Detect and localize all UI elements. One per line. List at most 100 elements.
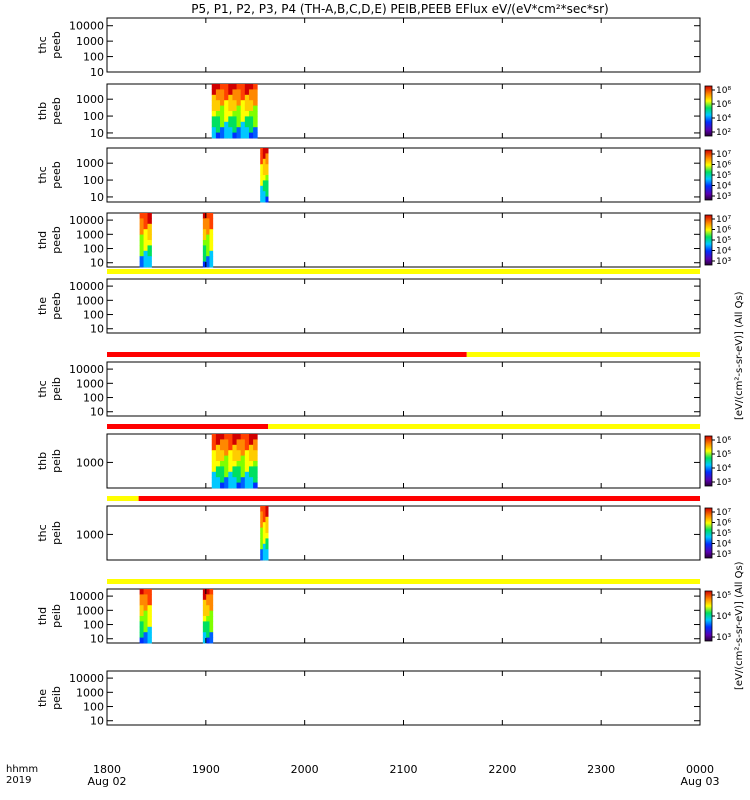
- spectrogram-cell: [244, 111, 250, 117]
- spectrogram-cell: [206, 610, 210, 617]
- spectrogram-cell: [265, 169, 269, 176]
- colorbar-tick-label: 10³: [716, 257, 731, 267]
- spectrogram-cell: [236, 444, 242, 451]
- x-tick-label: 1800: [93, 763, 121, 776]
- spectrogram-cell: [262, 549, 266, 555]
- spectrogram-cell: [224, 477, 229, 483]
- time-axis-label-line1: hhmm: [6, 764, 38, 775]
- spectrogram-cell: [240, 100, 246, 106]
- spectrogram-cell: [262, 158, 266, 165]
- spectrogram-cell: [228, 111, 233, 117]
- spectrogram-cell: [232, 100, 237, 106]
- colorbar-tick-label: 10⁶: [716, 226, 731, 236]
- spectrogram-cell: [220, 84, 225, 90]
- spectrogram-cell: [202, 594, 207, 601]
- spectrogram-cell: [228, 94, 233, 101]
- spectrogram-cell: [240, 471, 246, 478]
- spectrogram-cell: [232, 477, 237, 483]
- spectrogram-cell: [236, 482, 242, 489]
- colorbar-gradient: [704, 214, 713, 266]
- spectrogram-cell: [228, 455, 233, 462]
- spectrogram-cell: [215, 94, 221, 101]
- spectrogram-cell: [232, 132, 237, 139]
- mode-bar-segment: [107, 579, 700, 584]
- spectrogram-cell: [206, 599, 210, 606]
- spectrogram-cell: [209, 213, 214, 219]
- spectrogram-cell: [265, 164, 269, 170]
- spectrogram-cell: [206, 250, 210, 257]
- spectrogram-cell: [262, 196, 266, 203]
- y-tick-label: 10000: [69, 280, 104, 293]
- spectrogram-cell: [224, 89, 229, 96]
- spectrogram-cell: [240, 477, 246, 483]
- spectrogram-cell: [215, 111, 221, 117]
- spectrogram-cell: [206, 256, 210, 262]
- spectrogram-cell: [260, 511, 264, 518]
- spectrogram-cell: [211, 455, 217, 462]
- spectrogram-cell: [232, 482, 237, 489]
- spectrogram-cell: [265, 533, 269, 539]
- spectrogram-cell: [147, 616, 152, 622]
- spectrogram-cell: [139, 223, 144, 230]
- colorbar-label-upper: [eV/(cm²-s-sr-eV)] (All Qs): [734, 291, 745, 420]
- spectrogram-cell: [228, 471, 233, 478]
- spectrogram-cell: [253, 466, 258, 473]
- spectrogram-cell: [260, 148, 264, 154]
- spectrogram-cell: [265, 158, 269, 165]
- spectrogram-cell: [224, 482, 229, 489]
- panel-frame: [106, 147, 701, 203]
- spectrogram-cell: [206, 637, 210, 644]
- spectrogram-cell: [202, 589, 207, 595]
- spectrogram-cell: [209, 218, 214, 225]
- spectrogram-cell: [228, 84, 233, 90]
- spectrogram-cell: [143, 213, 148, 219]
- spectrogram-cell: [228, 461, 233, 467]
- spectrogram-cell: [143, 256, 148, 262]
- spectrogram-cell: [211, 439, 217, 446]
- colorbar-gradient: [704, 435, 713, 487]
- colorbar-tick-label: 10²: [716, 128, 731, 138]
- spectrogram-cell: [240, 84, 246, 90]
- spectrogram-cell: [232, 89, 237, 96]
- spectrogram-cell: [209, 261, 214, 268]
- colorbar-gradient: [704, 85, 713, 137]
- colorbar-tick-label: 10⁵: [716, 450, 731, 460]
- spectrogram-cell: [206, 594, 210, 601]
- colorbar-tick-label: 10³: [716, 633, 731, 643]
- spectrogram-cell: [209, 223, 214, 230]
- y-tick-label: 1000: [76, 35, 104, 48]
- spectrogram-cell: [265, 506, 269, 512]
- panel-frame: [106, 588, 701, 644]
- spectrogram-cell: [224, 450, 229, 456]
- spectrogram-cell: [240, 444, 246, 451]
- spectrogram-cell: [228, 434, 233, 440]
- spectrogram-cell: [202, 637, 207, 644]
- spectrogram-cell: [228, 439, 233, 446]
- spectrogram-cell: [211, 94, 217, 101]
- spectrogram-cell: [202, 240, 207, 246]
- colorbar-thd-peib: 10⁵ 10⁴ 10³: [704, 590, 731, 643]
- colorbar-tick-label: 10⁵: [716, 171, 731, 181]
- mode-bar-segment: [268, 424, 700, 429]
- spectrogram-cell: [253, 89, 258, 96]
- spectrogram-cell: [236, 127, 242, 133]
- spectrogram-cell: [265, 554, 269, 561]
- x-tick-label: 1900: [192, 763, 220, 776]
- spectrogram-cell: [260, 180, 264, 187]
- spectrogram-cell: [248, 94, 254, 101]
- y-tick-label: 10: [90, 191, 104, 204]
- panel-species-label: peib: [50, 449, 63, 473]
- spectrogram-cell: [248, 455, 254, 462]
- spectrogram-cell: [202, 621, 207, 628]
- spectrogram-cell: [215, 466, 221, 473]
- spectrogram-cell: [215, 471, 221, 478]
- spectrogram-cell: [260, 522, 264, 528]
- spectrogram-cell: [262, 175, 266, 181]
- spectrogram-cell: [139, 589, 144, 595]
- spectrogram-cell: [248, 444, 254, 451]
- panel-species-label: peeb: [50, 226, 63, 254]
- spectrogram-cell: [143, 234, 148, 241]
